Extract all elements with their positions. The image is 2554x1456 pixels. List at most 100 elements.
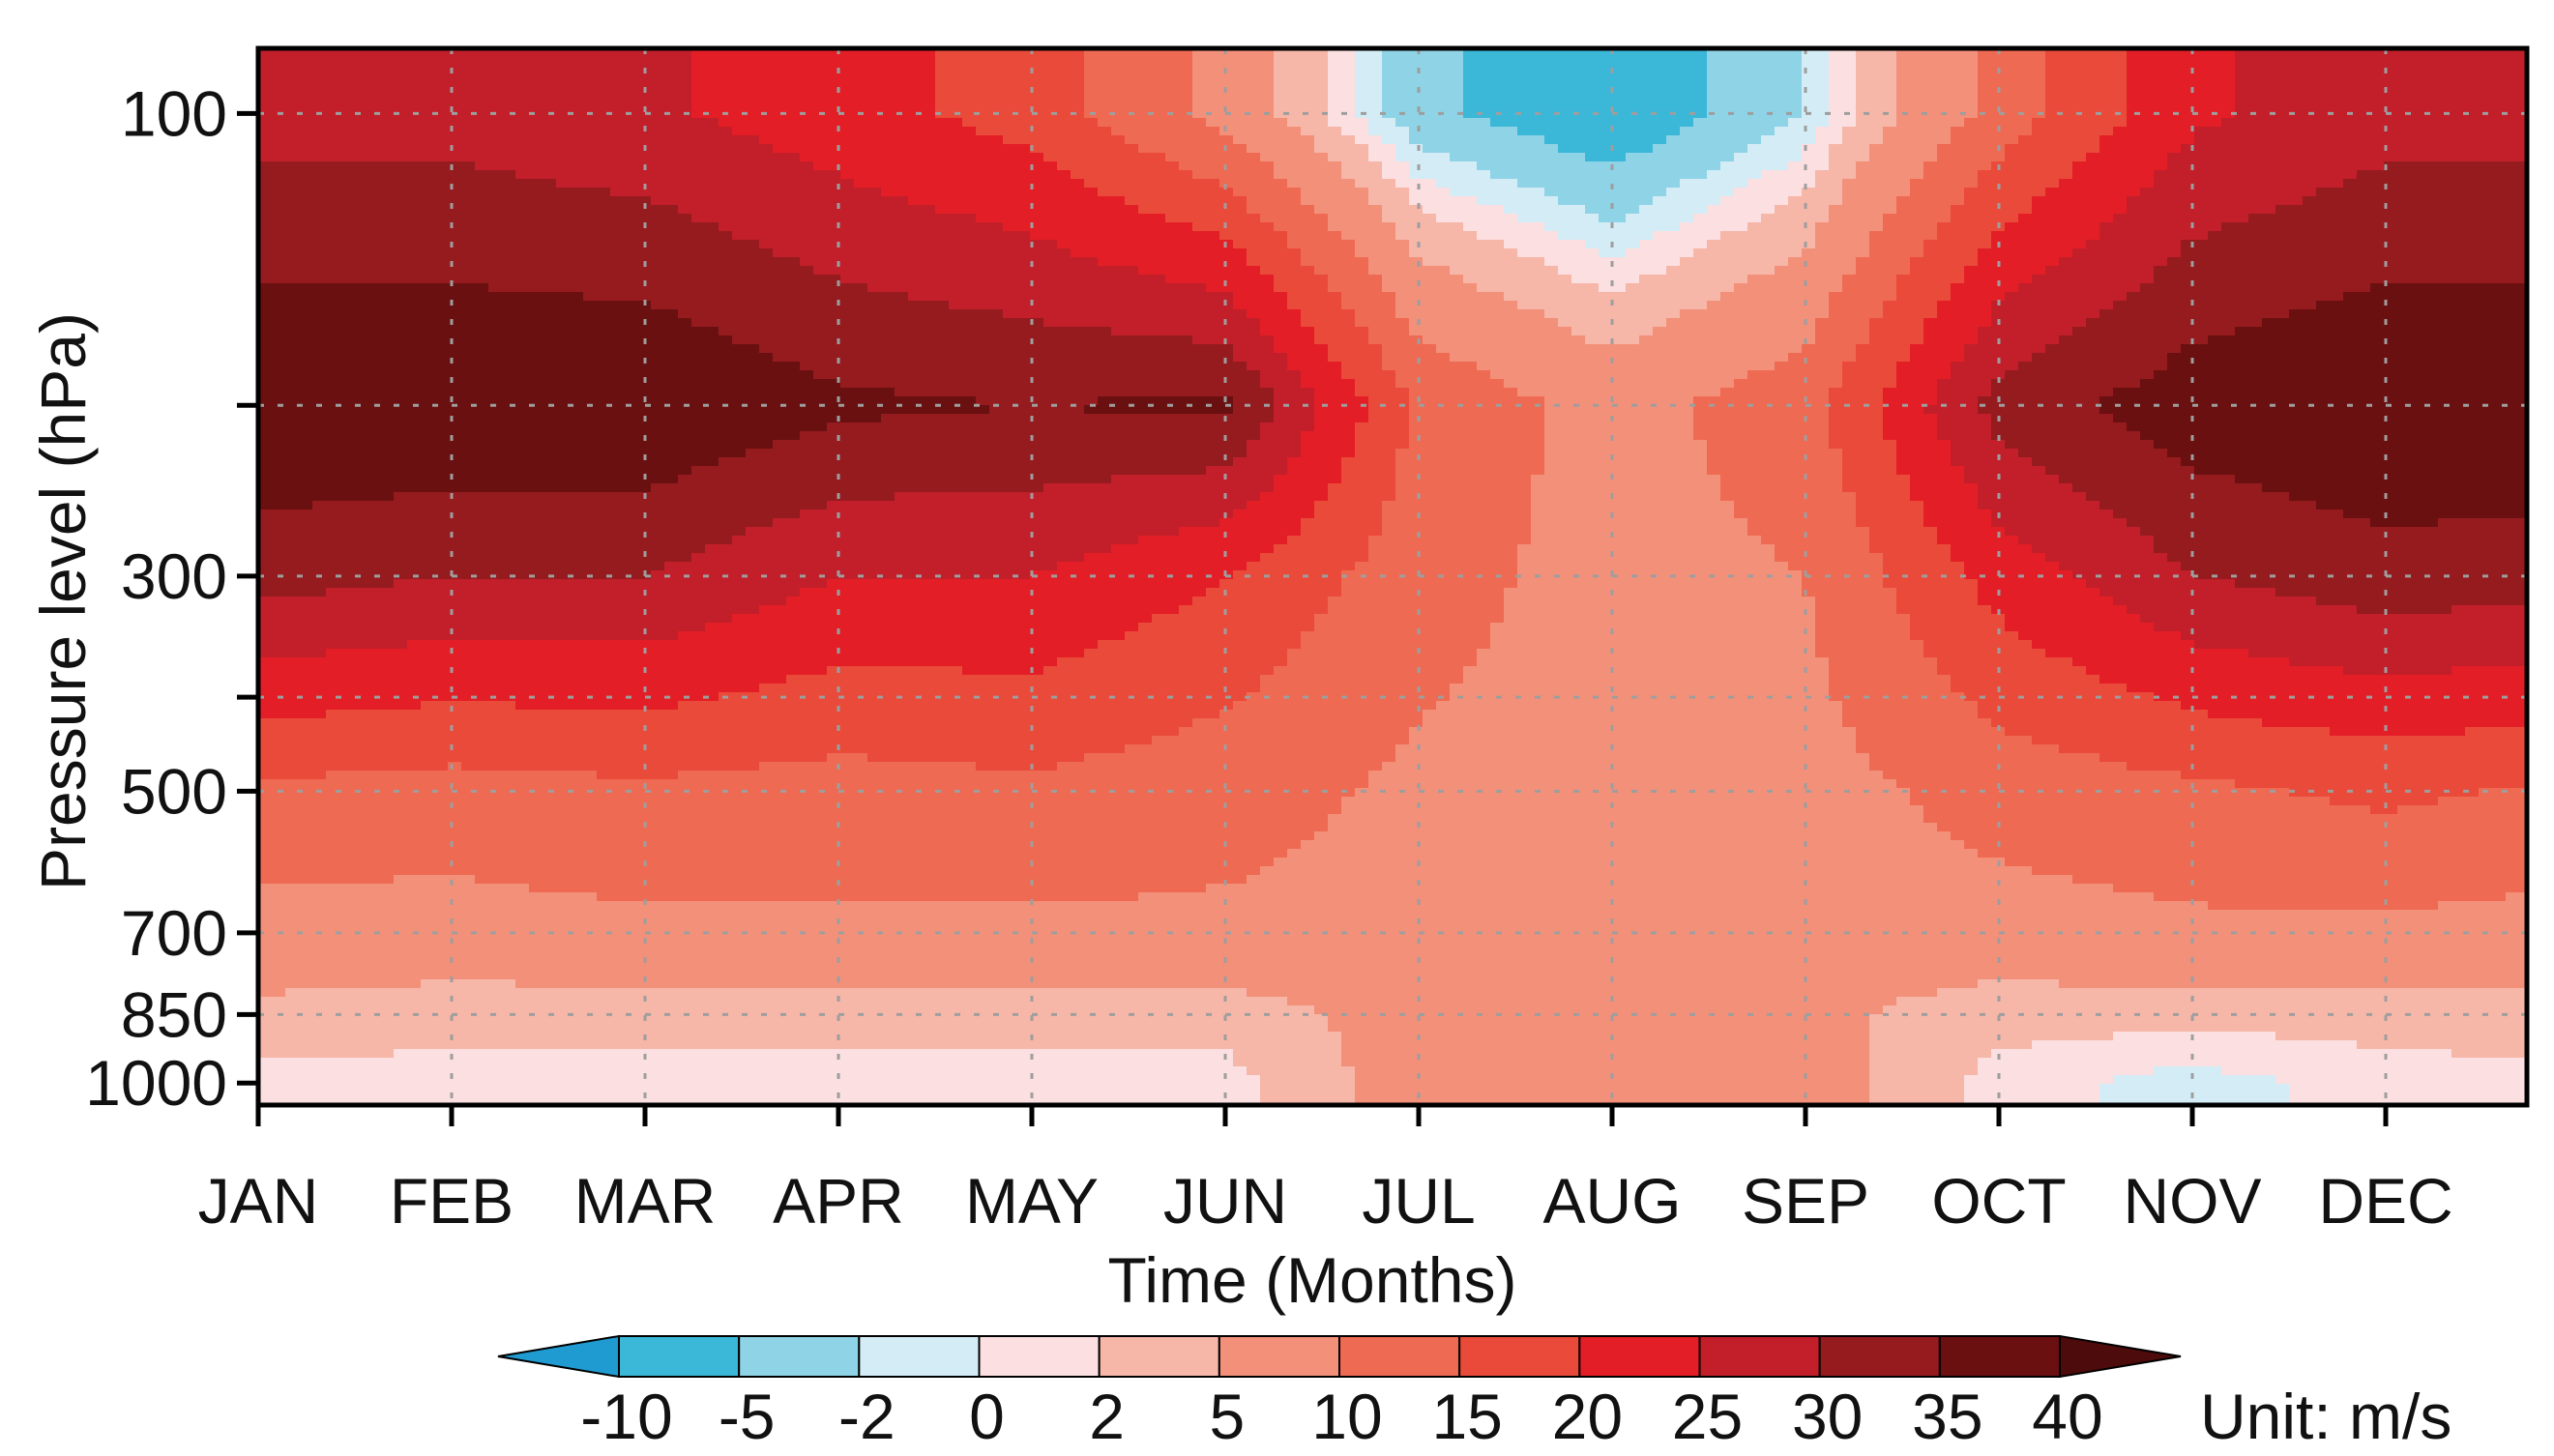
contour-cell	[651, 118, 665, 128]
contour-cell	[867, 144, 882, 154]
contour-cell	[1964, 83, 1979, 93]
contour-cell	[434, 66, 449, 75]
contour-cell	[895, 92, 909, 102]
contour-cell	[2086, 83, 2100, 93]
contour-cell	[624, 135, 638, 145]
contour-cell	[2275, 92, 2290, 102]
contour-cell	[908, 83, 923, 93]
contour-cell	[1680, 101, 1694, 110]
contour-cell	[1409, 92, 1424, 102]
contour-cell	[1328, 66, 1342, 75]
contour-cell	[1016, 118, 1031, 128]
contour-cell	[407, 135, 422, 145]
contour-cell	[2465, 92, 2480, 102]
contour-cell	[2045, 144, 2060, 154]
contour-cell	[1693, 118, 1708, 128]
contour-cell	[1152, 144, 1166, 154]
contour-cell	[1869, 101, 1884, 110]
contour-cell	[556, 74, 571, 84]
contour-cell	[367, 127, 381, 136]
contour-cell	[1761, 144, 1776, 154]
contour-cell	[664, 57, 679, 67]
contour-cell	[962, 92, 977, 102]
contour-cell	[461, 74, 476, 84]
contour-cell	[2289, 118, 2304, 128]
contour-cell	[1395, 101, 1410, 110]
contour-cell	[529, 144, 543, 154]
contour-cell	[1084, 83, 1099, 93]
contour-cell	[1165, 127, 1180, 136]
contour-cell	[989, 66, 1004, 75]
contour-cell	[1923, 66, 1938, 75]
contour-cell	[1138, 118, 1153, 128]
contour-cell	[759, 127, 774, 136]
contour-cell	[2303, 83, 2317, 93]
contour-cell	[1991, 74, 2006, 84]
contour-cell	[624, 127, 638, 136]
contour-cell	[2167, 57, 2182, 67]
contour-cell	[2235, 57, 2249, 67]
contour-cell	[2235, 109, 2249, 119]
contour-cell	[2099, 66, 2114, 75]
contour-cell	[922, 92, 936, 102]
contour-cell	[746, 92, 760, 102]
contour-cell	[2424, 135, 2439, 145]
contour-cell	[1125, 74, 1139, 84]
contour-cell	[840, 92, 855, 102]
contour-cell	[2045, 83, 2060, 93]
contour-cell	[1179, 101, 1193, 110]
contour-cell	[1477, 101, 1491, 110]
contour-cell	[1869, 127, 1884, 136]
contour-cell	[1355, 83, 1369, 93]
contour-cell	[1395, 135, 1410, 145]
contour-cell	[1260, 92, 1275, 102]
contour-cell	[597, 127, 611, 136]
contour-cell	[1585, 83, 1600, 93]
contour-cell	[800, 57, 814, 67]
contour-cell	[1761, 135, 1776, 145]
contour-cell	[1517, 144, 1532, 154]
contour-cell	[2086, 57, 2100, 67]
contour-cell	[2113, 92, 2128, 102]
contour-cell	[2005, 74, 2019, 84]
contour-cell	[2072, 57, 2087, 67]
contour-cell	[448, 101, 462, 110]
contour-cell	[1829, 57, 1843, 67]
contour-cell	[1057, 101, 1072, 110]
contour-cell	[326, 74, 340, 84]
contour-cell	[1599, 101, 1613, 110]
contour-cell	[651, 127, 665, 136]
contour-cell	[583, 57, 598, 67]
contour-cell	[1098, 83, 1112, 93]
contour-cell	[2154, 74, 2168, 84]
contour-cell	[570, 101, 584, 110]
contour-cell	[2370, 118, 2385, 128]
contour-cell	[1558, 66, 1572, 75]
contour-cell	[312, 153, 327, 162]
contour-cell	[2506, 74, 2520, 84]
contour-cell	[2506, 109, 2520, 119]
contour-cell	[732, 74, 747, 84]
contour-cell	[759, 66, 774, 75]
contour-cell	[1680, 92, 1694, 102]
contour-cell	[2235, 74, 2249, 84]
contour-cell	[515, 57, 530, 67]
contour-cell	[1612, 127, 1627, 136]
wind-contour-chart: 1003005007008501000 JAN FEB MAR APR MAY JUN JU…	[0, 0, 2554, 1456]
contour-cell	[529, 101, 543, 110]
contour-cell	[515, 127, 530, 136]
contour-cell	[2099, 144, 2114, 154]
contour-cell	[2262, 127, 2276, 136]
contour-cell	[1179, 92, 1193, 102]
contour-cell	[2275, 127, 2290, 136]
contour-cell	[1666, 83, 1681, 93]
contour-cell	[1423, 83, 1437, 93]
contour-cell	[2140, 83, 2155, 93]
contour-cell	[989, 83, 1004, 93]
contour-cell	[285, 66, 300, 75]
contour-cell	[1043, 101, 1058, 110]
contour-cell	[272, 118, 286, 128]
contour-cell	[394, 92, 408, 102]
contour-cell	[285, 153, 300, 162]
contour-cell	[895, 74, 909, 84]
